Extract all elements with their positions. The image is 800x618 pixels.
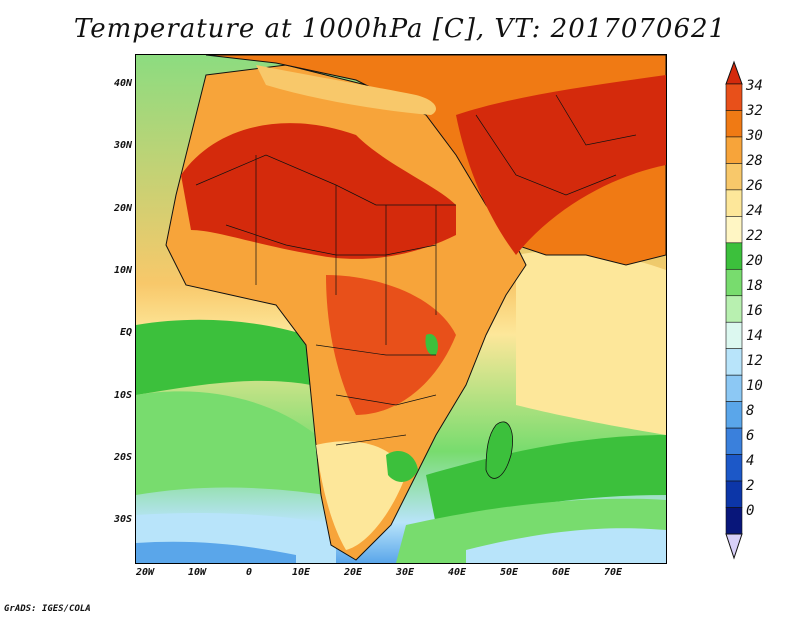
colorbar-cell bbox=[725, 507, 743, 535]
colorbar-cell bbox=[725, 268, 743, 297]
colorbar-label-4: 4 bbox=[746, 453, 755, 469]
lat-label-10n: 10N bbox=[113, 265, 132, 276]
lon-label-0: 0 bbox=[245, 567, 253, 578]
colorbar-label-0: 0 bbox=[746, 503, 755, 519]
colorbar-label-12: 12 bbox=[746, 353, 763, 369]
lon-label-30e: 30E bbox=[395, 567, 415, 578]
lat-label-10s: 10S bbox=[113, 390, 132, 401]
colorbar-cell bbox=[725, 401, 743, 429]
colorbar-cell bbox=[725, 242, 743, 270]
lat-label-30n: 30N bbox=[113, 140, 132, 151]
lon-label-10w: 10W bbox=[187, 567, 207, 578]
lat-label-20s: 20S bbox=[113, 452, 132, 463]
lon-label-20w: 20W bbox=[135, 567, 155, 578]
south-atlantic-band bbox=[136, 391, 326, 495]
colorbar-cell bbox=[725, 480, 743, 508]
colorbar-label-34: 34 bbox=[746, 78, 763, 94]
colorbar-label-10: 10 bbox=[746, 378, 763, 394]
colorbar-cell bbox=[725, 136, 743, 164]
sahara-hot-core bbox=[181, 123, 456, 259]
lon-label-70e: 70E bbox=[603, 567, 623, 578]
grads-credit: GrADS: IGES/COLA bbox=[4, 604, 91, 614]
lake-victoria-green bbox=[425, 334, 438, 356]
atlantic-cool-band bbox=[136, 319, 311, 395]
lon-label-50e: 50E bbox=[499, 567, 519, 578]
colorbar-cell bbox=[725, 374, 743, 402]
colorbar-label-32: 32 bbox=[746, 103, 763, 119]
colorbar-label-20: 20 bbox=[746, 253, 763, 269]
border-lines bbox=[195, 94, 637, 446]
colorbar-label-16: 16 bbox=[746, 303, 763, 319]
lat-label-40n: 40N bbox=[113, 78, 132, 89]
colorbar-cell bbox=[725, 110, 743, 138]
colorbar-cell bbox=[725, 163, 743, 191]
colorbar-label-30: 30 bbox=[746, 128, 763, 144]
colorbar-cell bbox=[725, 216, 743, 244]
map-panel bbox=[135, 54, 667, 564]
colorbar-label-24: 24 bbox=[746, 203, 763, 219]
colorbar bbox=[725, 60, 743, 560]
indian-ocean-green bbox=[426, 435, 666, 525]
colorbar-label-2: 2 bbox=[746, 478, 755, 494]
colorbar-cell bbox=[725, 189, 743, 217]
lon-label-20e: 20E bbox=[343, 567, 363, 578]
lon-label-40e: 40E bbox=[447, 567, 467, 578]
colorbar-top-arrow bbox=[725, 60, 743, 85]
chart-title: Temperature at 1000hPa [C], VT: 20170706… bbox=[73, 14, 727, 44]
lat-label-20n: 20N bbox=[113, 203, 132, 214]
south-colder-band bbox=[136, 541, 296, 563]
zambezi-green bbox=[386, 450, 418, 482]
colorbar-label-8: 8 bbox=[746, 403, 755, 419]
madagascar bbox=[485, 421, 513, 479]
colorbar-label-28: 28 bbox=[746, 153, 763, 169]
colorbar-label-6: 6 bbox=[746, 428, 755, 444]
colorbar-label-22: 22 bbox=[746, 228, 763, 244]
colorbar-label-14: 14 bbox=[746, 328, 763, 344]
colorbar-label-26: 26 bbox=[746, 178, 763, 194]
temperature-map bbox=[136, 55, 666, 563]
colorbar-cell bbox=[725, 454, 743, 482]
lat-label-eq: EQ bbox=[119, 327, 132, 338]
indian-ocean-cold bbox=[466, 528, 666, 563]
central-africa-warm bbox=[326, 275, 456, 415]
southern-africa-mild bbox=[316, 441, 406, 550]
lon-label-60e: 60E bbox=[551, 567, 571, 578]
colorbar-cell bbox=[725, 83, 743, 111]
arabian-sea-field bbox=[516, 250, 666, 435]
colorbar-cell bbox=[725, 427, 743, 455]
lon-label-10e: 10E bbox=[291, 567, 311, 578]
colorbar-label-18: 18 bbox=[746, 278, 763, 294]
colorbar-bottom-arrow bbox=[725, 533, 743, 560]
arabia-hot-core bbox=[456, 75, 666, 255]
colorbar-cell bbox=[725, 321, 743, 350]
mediterranean-sea bbox=[256, 65, 436, 115]
colorbar-cell bbox=[725, 295, 743, 323]
lat-label-30s: 30S bbox=[113, 514, 132, 525]
colorbar-cell bbox=[725, 348, 743, 376]
